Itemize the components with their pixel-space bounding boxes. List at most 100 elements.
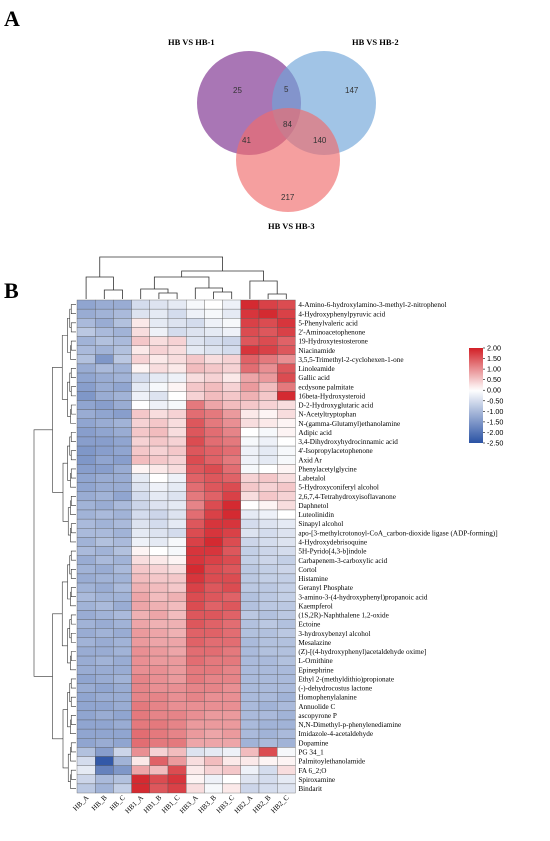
heatmap-cell	[113, 738, 132, 748]
heatmap-cell	[131, 308, 150, 319]
heatmap-cell	[95, 637, 114, 648]
heatmap-cell	[76, 299, 96, 310]
heatmap-cell	[149, 455, 169, 465]
heatmap-cell	[240, 710, 260, 721]
heatmap-cell	[258, 719, 278, 730]
heatmap-cell	[277, 601, 296, 611]
heatmap-cell	[240, 518, 260, 529]
heatmap-cell	[149, 719, 169, 730]
heatmap-cell	[204, 509, 223, 520]
heatmap-cell	[277, 491, 296, 502]
heatmap-cell	[167, 564, 187, 575]
heatmap-cell	[258, 500, 278, 511]
heatmap-cell	[113, 464, 132, 474]
heatmap-cell	[258, 555, 278, 565]
heatmap-cell	[240, 308, 260, 319]
heatmap-cell	[76, 363, 96, 374]
dendrogram-branch	[62, 462, 69, 522]
heatmap-cell	[131, 436, 150, 447]
heatmap-cell	[131, 674, 150, 684]
heatmap-cell	[76, 327, 96, 337]
heatmap-cell	[113, 327, 132, 337]
heatmap-cell	[258, 518, 278, 529]
heatmap-cell	[167, 747, 187, 757]
heatmap-cell	[76, 400, 96, 410]
heatmap-cell	[204, 573, 223, 584]
dendrogram-branch	[67, 445, 71, 481]
heatmap-cell	[258, 692, 278, 702]
heatmap-cell	[131, 528, 150, 538]
heatmap-cell	[131, 573, 150, 584]
heatmap-cell	[204, 299, 223, 310]
heatmap-cell	[258, 738, 278, 748]
heatmap-cell	[76, 610, 96, 620]
heatmap-cell	[277, 528, 296, 538]
heatmap-cell	[277, 582, 296, 593]
heatmap-cell	[277, 509, 296, 520]
heatmap-cell	[149, 756, 169, 766]
heatmap-cell	[186, 372, 205, 383]
heatmap-cell	[113, 445, 132, 456]
heatmap-cell	[167, 637, 187, 648]
heatmap-cell	[167, 308, 187, 319]
heatmap-cell	[277, 308, 296, 319]
row-label: 5-Phenylvaleric acid	[298, 319, 358, 327]
heatmap-cell	[113, 400, 132, 410]
dendrogram-branch	[69, 308, 72, 328]
heatmap-cell	[149, 637, 169, 648]
heatmap-cell	[204, 381, 223, 392]
heatmap-cell	[277, 783, 296, 794]
heatmap-cell	[149, 500, 169, 511]
heatmap-cell	[95, 683, 114, 693]
heatmap-cell	[149, 646, 169, 657]
heatmap-cell	[277, 738, 296, 748]
heatmap-cell	[149, 619, 169, 629]
dendrogram-branch	[70, 678, 76, 689]
color-scale-tick-label: -0.50	[487, 396, 503, 405]
heatmap-cell	[186, 555, 205, 565]
heatmap-cell	[186, 756, 205, 766]
dendrogram-branch	[70, 500, 76, 515]
heatmap-cell	[277, 445, 296, 456]
heatmap-cell	[167, 738, 187, 748]
heatmap-cell	[95, 445, 114, 456]
row-label: N-Acetyltryptophan	[298, 411, 356, 419]
heatmap-cell	[149, 774, 169, 785]
heatmap-cell	[149, 591, 169, 602]
heatmap-cell	[76, 391, 96, 401]
heatmap-cell	[76, 582, 96, 593]
color-scale-tick-label: 0.00	[487, 386, 501, 395]
heatmap-cell	[277, 774, 296, 785]
heatmap-cell	[95, 619, 114, 629]
heatmap-cell	[222, 400, 241, 410]
heatmap-cell	[167, 445, 187, 456]
column-label: HB2_C	[270, 794, 291, 815]
dendrogram-branch	[70, 587, 76, 598]
heatmap-cell	[258, 756, 278, 766]
heatmap-cell	[222, 455, 241, 465]
heatmap-cell	[149, 464, 169, 474]
heatmap-cell	[186, 683, 205, 693]
heatmap-cell	[277, 683, 296, 693]
heatmap-cell	[131, 491, 150, 502]
heatmap-cell	[167, 299, 187, 310]
dendrogram-branch	[249, 280, 278, 299]
heatmap-cell	[113, 692, 132, 702]
heatmap-cell	[277, 427, 296, 438]
heatmap-cell	[167, 601, 187, 611]
heatmap-cell	[131, 327, 150, 337]
heatmap-cell	[149, 601, 169, 611]
heatmap-cell	[258, 345, 278, 355]
heatmap-cell	[258, 601, 278, 611]
heatmap-cell	[204, 354, 223, 365]
heatmap-cell	[95, 701, 114, 712]
heatmap-cell	[277, 336, 296, 346]
heatmap-cell	[113, 774, 132, 785]
heatmap-cell	[149, 299, 169, 310]
dendrogram-branch	[70, 345, 76, 360]
heatmap-cell	[222, 445, 241, 456]
heatmap-cell	[149, 354, 169, 365]
heatmap-cell	[76, 418, 96, 428]
heatmap-cell	[240, 564, 260, 575]
heatmap-cell	[277, 674, 296, 684]
